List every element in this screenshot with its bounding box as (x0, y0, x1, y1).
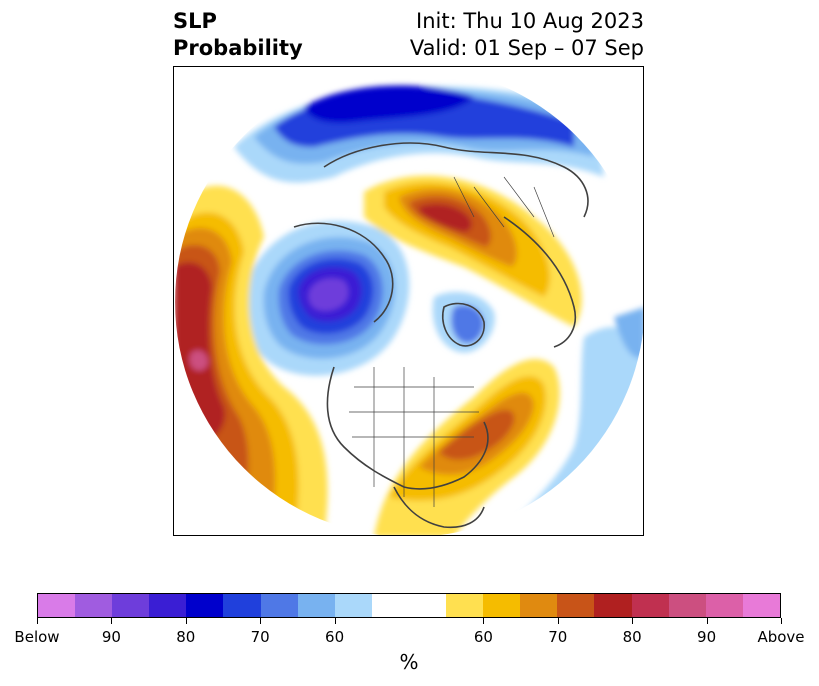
colorbar-swatch (260, 594, 298, 617)
colorbar-tick-label: 60 (473, 628, 493, 646)
colorbar-swatch (186, 594, 224, 617)
colorbar-tick-label: 60 (325, 628, 345, 646)
colorbar-swatch (149, 594, 187, 617)
colorbar-swatch (297, 594, 335, 617)
colorbar-swatch (557, 594, 595, 617)
colorbar-swatch (408, 594, 447, 617)
colorbar-swatch (38, 594, 76, 617)
colorbar-swatch (334, 594, 372, 617)
probability-map (175, 67, 643, 535)
colorbar-tick-label: 90 (101, 628, 121, 646)
colorbar-swatch (371, 594, 409, 617)
colorbar-tick-mark (334, 618, 336, 624)
chart-title-left: SLP Probability (173, 8, 303, 62)
colorbar-swatch (742, 594, 780, 617)
map-panel (173, 66, 644, 536)
colorbar-tick-label: 70 (548, 628, 568, 646)
colorbar-swatch (483, 594, 521, 617)
political-borders (349, 176, 555, 507)
title-product: Probability (173, 36, 303, 60)
colorbar-swatch (668, 594, 706, 617)
colorbar-tick-label: 80 (622, 628, 642, 646)
colorbar-swatch (75, 594, 113, 617)
colorbar-tick-label: Below (14, 628, 60, 646)
colorbar-tick-mark (706, 618, 708, 624)
colorbar-tick-label: 80 (176, 628, 196, 646)
colorbar-tick-label: 70 (250, 628, 270, 646)
title-variable: SLP (173, 9, 217, 33)
colorbar-tick-mark (111, 618, 113, 624)
colorbar-tick-mark (37, 618, 38, 624)
colorbar-swatch (520, 594, 558, 617)
colorbar-swatch (223, 594, 261, 617)
title-init-date: Init: Thu 10 Aug 2023 (416, 9, 644, 33)
colorbar-tick-mark (260, 618, 262, 624)
colorbar (37, 593, 781, 618)
colorbar-swatch (446, 594, 484, 617)
colorbar-swatch (112, 594, 150, 617)
colorbar-tick-mark (557, 618, 559, 624)
probability-field (175, 67, 643, 535)
colorbar-unit-label: % (399, 650, 419, 674)
colorbar-tick-mark (781, 618, 782, 624)
colorbar-tick-label: Above (757, 628, 805, 646)
colorbar-tick-mark (483, 618, 485, 624)
colorbar-swatch (594, 594, 632, 617)
coastlines (293, 142, 589, 529)
title-valid-range: Valid: 01 Sep – 07 Sep (409, 36, 644, 60)
chart-title-right: Init: Thu 10 Aug 2023 Valid: 01 Sep – 07… (410, 8, 644, 62)
colorbar-swatch (631, 594, 669, 617)
colorbar-swatch (705, 594, 743, 617)
colorbar-tick-label: 90 (697, 628, 717, 646)
colorbar-tick-mark (632, 618, 634, 624)
colorbar-tick-mark (185, 618, 187, 624)
